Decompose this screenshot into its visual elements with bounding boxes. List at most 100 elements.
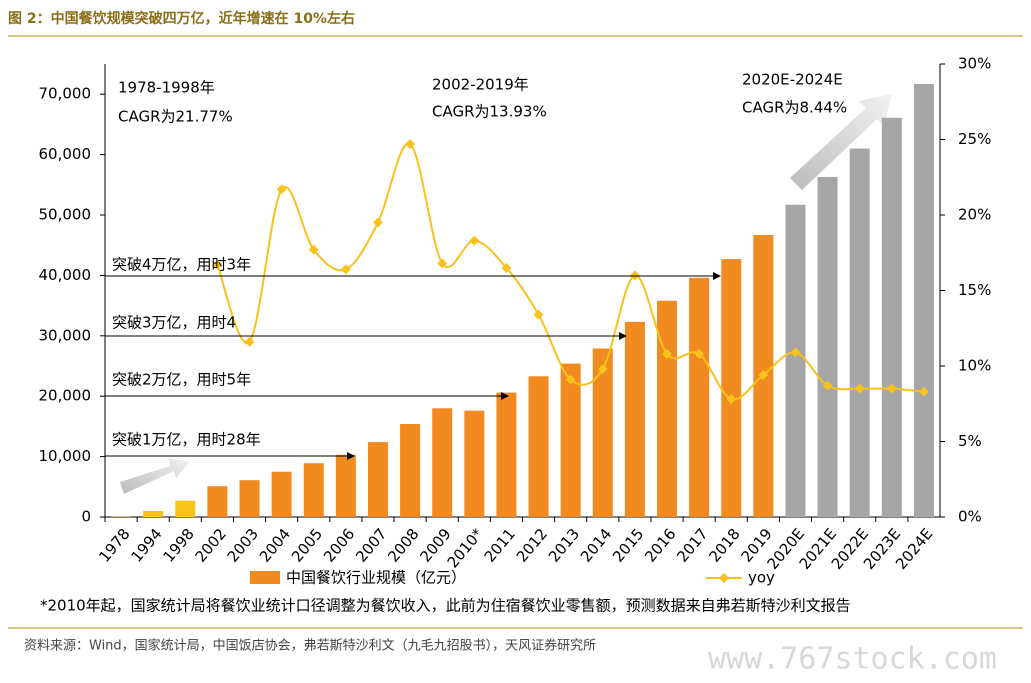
- x-tick-label: 2013: [545, 525, 583, 566]
- x-tick-label: 1998: [159, 525, 197, 566]
- bar: [496, 392, 517, 517]
- yoy-marker: [212, 259, 223, 270]
- annotation: 突破1万亿，用时28年: [112, 431, 261, 449]
- yoy-marker: [405, 139, 416, 149]
- bar: [849, 148, 870, 517]
- legend-swatch: [719, 573, 729, 583]
- y2-tick-label: 30%: [958, 55, 991, 73]
- bar: [560, 363, 581, 517]
- yoy-marker: [437, 258, 448, 269]
- trend-arrow: [790, 94, 892, 190]
- bar: [303, 463, 324, 517]
- y-tick-label: 70,000: [39, 85, 92, 103]
- yoy-marker: [662, 348, 672, 359]
- annotation: CAGR为13.93%: [432, 103, 547, 121]
- yoy-marker: [276, 184, 287, 195]
- x-tick-label: 2011: [481, 525, 519, 566]
- y2-tick-label: 15%: [958, 281, 991, 299]
- yoy-marker: [758, 370, 769, 381]
- yoy-marker: [726, 394, 737, 405]
- bar: [335, 454, 356, 517]
- x-tick-label: 2010*: [444, 525, 487, 572]
- yoy-marker: [340, 264, 351, 275]
- yoy-marker: [501, 262, 512, 273]
- legend-label: yoy: [748, 569, 775, 587]
- y-tick-label: 30,000: [39, 326, 92, 344]
- x-tick-label: 2008: [384, 525, 422, 566]
- y-tick-label: 60,000: [39, 145, 92, 163]
- x-tick-label: 2017: [673, 525, 711, 566]
- bar: [528, 376, 549, 517]
- x-tick-label: 2015: [609, 525, 647, 566]
- y2-tick-label: 0%: [958, 508, 982, 526]
- annotation: 2002-2019年: [432, 76, 529, 94]
- bar: [785, 204, 806, 517]
- bar: [143, 510, 164, 517]
- x-tick-label: 2004: [256, 525, 294, 566]
- y-tick-label: 20,000: [39, 387, 92, 405]
- annotation: CAGR为8.44%: [742, 99, 847, 117]
- bar: [721, 259, 742, 517]
- annotation: 突破2万亿，用时5年: [112, 371, 251, 389]
- y-tick-label: 0: [81, 508, 91, 526]
- y2-tick-label: 5%: [958, 432, 982, 450]
- bar: [657, 300, 678, 517]
- yoy-marker: [469, 235, 480, 246]
- yoy-marker: [886, 383, 897, 394]
- bar: [175, 500, 196, 517]
- y2-tick-label: 10%: [958, 357, 991, 375]
- x-tick-label: 2018: [705, 525, 743, 566]
- y-tick-label: 40,000: [39, 266, 92, 284]
- x-tick-label: 1994: [127, 525, 165, 566]
- x-tick-label: 1978: [95, 525, 133, 566]
- watermark: www.767stock.com: [708, 642, 997, 677]
- annotation: CAGR为21.77%: [118, 108, 233, 126]
- x-tick-label: 2006: [320, 525, 358, 566]
- bar: [913, 83, 934, 517]
- bar: [624, 321, 645, 517]
- legend-swatch: [250, 571, 280, 584]
- y-tick-label: 10,000: [39, 447, 92, 465]
- x-tick-label: 2002: [192, 525, 230, 566]
- yoy-marker: [694, 348, 705, 359]
- bar: [239, 480, 260, 517]
- chart-title: 图 2：中国餐饮规模突破四万亿，近年增速在 10%左右: [8, 10, 355, 27]
- y2-tick-label: 20%: [958, 206, 991, 224]
- yoy-marker: [308, 244, 319, 255]
- x-tick-label: 2007: [352, 525, 390, 566]
- x-tick-label: 2012: [513, 525, 551, 566]
- bar: [207, 486, 228, 517]
- bar: [432, 408, 453, 517]
- source: 资料来源：Wind，国家统计局，中国饭店协会，弗若斯特沙利文（九毛九招股书），天…: [24, 638, 596, 654]
- annotation: 突破3万亿，用时4: [112, 314, 236, 332]
- y2-tick-label: 25%: [958, 130, 991, 148]
- bar: [592, 348, 613, 517]
- yoy-marker: [597, 364, 608, 374]
- bar: [881, 117, 902, 518]
- x-tick-label: 2014: [577, 525, 615, 566]
- yoy-marker: [244, 336, 255, 347]
- yoy-marker: [533, 309, 544, 320]
- yoy-marker: [629, 270, 640, 281]
- bar: [689, 277, 710, 517]
- bar: [400, 423, 421, 517]
- yoy-marker: [822, 380, 833, 391]
- x-tick-label: 2003: [224, 525, 262, 566]
- yoy-marker: [854, 383, 865, 394]
- yoy-marker: [373, 217, 383, 228]
- annotation: 2020E-2024E: [742, 71, 843, 89]
- yoy-marker: [918, 386, 929, 397]
- annotation: 1978-1998年: [118, 79, 215, 97]
- bar: [271, 471, 292, 517]
- trend-arrow: [120, 458, 190, 494]
- yoy-marker: [790, 347, 801, 358]
- footnote: *2010年起，国家统计局将餐饮业统计口径调整为餐饮收入，此前为住宿餐饮业零售额…: [40, 597, 851, 615]
- bar: [464, 410, 485, 517]
- bar: [367, 442, 388, 517]
- x-tick-label: 2005: [288, 525, 326, 566]
- y-tick-label: 50,000: [39, 206, 92, 224]
- annotation: 突破4万亿，用时3年: [112, 256, 251, 274]
- yoy-marker: [565, 374, 576, 385]
- bar: [817, 176, 838, 517]
